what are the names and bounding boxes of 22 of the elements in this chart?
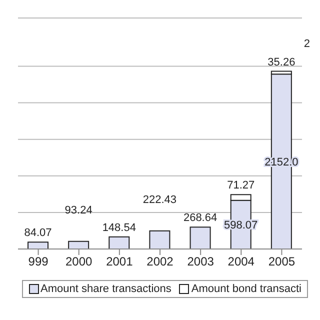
data-label: 268.64 xyxy=(183,212,218,224)
x-tick-label: 2000 xyxy=(66,254,93,269)
bar xyxy=(149,230,170,249)
x-tick-label: 2005 xyxy=(268,254,296,269)
x-tick-label: 999 xyxy=(28,254,49,269)
legend-label: Amount share transactions xyxy=(40,283,172,295)
bar xyxy=(108,236,130,249)
x-tick-label: 2001 xyxy=(106,254,134,269)
x-tick-label: 2003 xyxy=(187,254,214,269)
data-label: 222.43 xyxy=(142,194,177,206)
text: 2 xyxy=(304,38,310,50)
data-label: 35.26 xyxy=(268,56,296,68)
legend-label: Amount bond transacti xyxy=(190,283,302,295)
data-label: 148.54 xyxy=(102,222,136,234)
bar xyxy=(68,240,90,249)
bar xyxy=(190,226,211,249)
data-label: 71.27 xyxy=(227,180,255,192)
x-tick-label: 2002 xyxy=(146,254,174,269)
x-tick-label: 2004 xyxy=(228,254,255,269)
data-label: 93.24 xyxy=(64,204,92,216)
bar xyxy=(28,242,48,249)
data-label: 84.07 xyxy=(24,227,52,240)
